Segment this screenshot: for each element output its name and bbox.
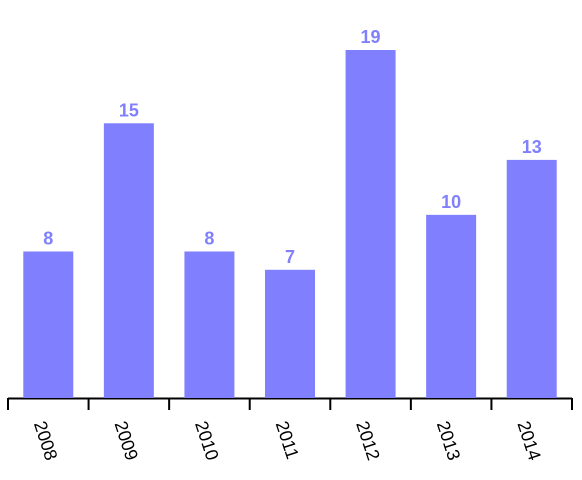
x-tick-label: 2009 [111, 419, 142, 463]
value-label: 8 [43, 228, 53, 248]
value-label: 19 [361, 27, 381, 47]
bar [345, 50, 396, 398]
bar [506, 159, 557, 398]
x-tick-label: 2008 [30, 419, 61, 463]
value-label: 13 [522, 137, 542, 157]
value-label: 8 [204, 228, 214, 248]
value-label: 10 [441, 192, 461, 212]
x-tick-label: 2012 [352, 419, 383, 463]
value-label: 15 [119, 100, 139, 120]
value-label: 7 [285, 247, 295, 267]
bar [426, 214, 477, 398]
x-tick-label: 2011 [272, 419, 303, 462]
x-tick-label: 2010 [191, 419, 222, 463]
bar [103, 123, 154, 399]
bar [23, 251, 74, 398]
bar [265, 269, 315, 398]
x-tick-label: 2013 [433, 419, 464, 463]
x-tick-label: 2014 [513, 419, 544, 463]
bar [184, 251, 235, 398]
